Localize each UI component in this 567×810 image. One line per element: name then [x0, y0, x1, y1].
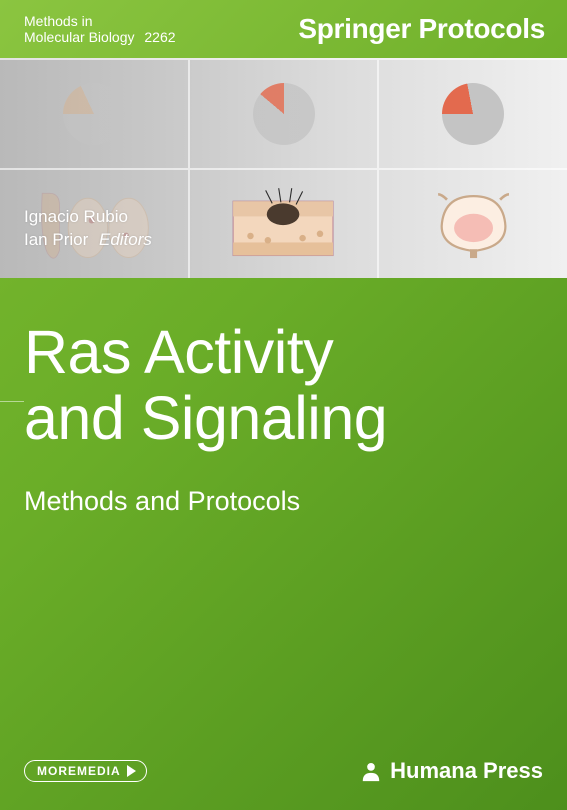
pie-chart-icon: [253, 83, 315, 145]
cell-organ-skin: [190, 170, 380, 278]
title-line-2: and Signaling: [24, 384, 387, 452]
bladder-icon: [398, 181, 548, 267]
cell-pie-3: [379, 60, 567, 168]
subtitle: Methods and Protocols: [24, 486, 547, 517]
grid-row-top: [0, 58, 567, 168]
cell-organ-bladder: [379, 170, 567, 278]
publisher-name: Humana Press: [390, 758, 543, 784]
moremedia-label: MOREMEDIA: [37, 764, 121, 778]
pie-chart-icon: [442, 83, 504, 145]
series-info: Methods in Molecular Biology 2262: [24, 13, 176, 45]
cell-pie-1: [0, 60, 190, 168]
illustration-grid: Ignacio Rubio Ian Prior Editors: [0, 58, 567, 278]
moremedia-badge: MOREMEDIA: [24, 760, 147, 782]
play-icon: [127, 765, 136, 777]
title-line-1: Ras Activity: [24, 318, 333, 386]
series-line1: Methods in: [24, 13, 92, 29]
main-title: Ras Activity and Signaling: [24, 320, 547, 452]
editors-role: Editors: [99, 230, 152, 249]
publisher-block: Humana Press: [360, 758, 543, 784]
skin-tissue-icon: [208, 181, 358, 267]
editor-name-2: Ian Prior: [24, 230, 88, 249]
footer: MOREMEDIA Humana Press: [24, 758, 543, 784]
series-line2: Molecular Biology: [24, 29, 135, 45]
left-divider-line: [0, 401, 24, 402]
series-number: 2262: [144, 29, 175, 45]
publisher-person-icon: [360, 760, 382, 782]
brand-name: Springer Protocols: [298, 13, 545, 45]
editor-name-1: Ignacio Rubio: [24, 207, 128, 226]
editors-block: Ignacio Rubio Ian Prior Editors: [24, 206, 152, 252]
title-block: Ras Activity and Signaling Methods and P…: [24, 320, 547, 517]
top-header-band: Methods in Molecular Biology 2262 Spring…: [0, 0, 567, 58]
cell-pie-2: [190, 60, 380, 168]
pie-chart-icon: [63, 83, 125, 145]
